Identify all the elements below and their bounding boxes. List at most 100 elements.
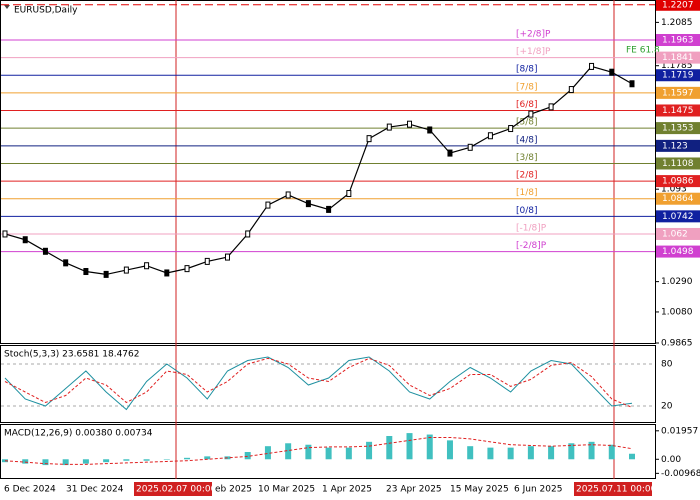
level-tag: [1/8] [516, 188, 538, 198]
level-box [656, 69, 700, 82]
level-value: 1.1597 [662, 88, 694, 98]
macd-tick-label: 0.00 [661, 455, 681, 465]
candle [548, 103, 554, 111]
macd-bar [446, 440, 453, 460]
candle [265, 201, 271, 209]
macd-bar [42, 459, 49, 466]
candle [386, 123, 392, 131]
x-tick-label: 6 Dec 2024 [4, 485, 56, 495]
level-box [656, 122, 700, 135]
level-box [656, 227, 700, 240]
x-label-box [134, 482, 212, 496]
candle [407, 120, 413, 128]
macd-bar [406, 433, 413, 460]
level-value: 1.0986 [662, 177, 694, 187]
macd-bar [426, 434, 433, 460]
y-tick-label: 1.093 [661, 185, 687, 195]
level-value: 1.062 [662, 229, 688, 239]
candle [487, 132, 493, 140]
level-box [656, 210, 700, 223]
level-box [656, 51, 700, 64]
macd-bar [608, 444, 615, 460]
level-value: 1.1963 [662, 36, 694, 46]
candle [22, 236, 28, 244]
candle [204, 257, 210, 265]
stoch-tick-label: 20 [661, 402, 673, 412]
level-tag: [2/8] [516, 171, 538, 181]
macd-bar [204, 456, 211, 460]
candle [629, 80, 635, 88]
candle [123, 266, 129, 274]
macd-bar [244, 452, 251, 460]
macd-title: MACD(12,26,9) 0.00380 0.00734 [4, 429, 153, 439]
candle [224, 253, 230, 261]
level-tag: [5/8] [516, 118, 538, 128]
macd-bar [527, 446, 534, 460]
level-tag: [3/8] [516, 153, 538, 163]
level-box [656, 86, 700, 99]
level-tag: [7/8] [516, 82, 538, 92]
level-tag: [+2/8]P [516, 30, 551, 40]
candle [508, 125, 514, 133]
macd-bar [548, 446, 555, 460]
macd-bar [366, 441, 373, 460]
macd-bar [467, 446, 474, 460]
level-box [656, 139, 700, 152]
candle [528, 110, 534, 118]
symbol-icon [4, 5, 10, 9]
macd-bar [184, 457, 191, 460]
candle [245, 230, 251, 238]
stoch-main [4, 356, 633, 411]
macd-bar [507, 447, 514, 460]
candle [285, 191, 291, 199]
price-panel [0, 0, 656, 344]
candle [467, 143, 473, 151]
level-value: 1.2207 [662, 0, 694, 10]
chart-title: EURUSD,Daily [14, 6, 78, 16]
level-value: 1.123 [662, 141, 688, 151]
candle [427, 126, 433, 134]
macd-bar [22, 459, 29, 464]
candle [103, 270, 109, 278]
level-value: 1.1719 [662, 71, 694, 81]
macd-bar [568, 443, 575, 460]
candle [568, 86, 574, 94]
macd-bar [103, 459, 110, 463]
fe-label: FE 61.8 [626, 46, 660, 56]
x-tick-label: eb 2025 [215, 485, 252, 495]
level-tag: [-1/8]P [516, 223, 547, 233]
macd-bar [325, 447, 332, 460]
level-box [656, 34, 700, 47]
macd-bar [386, 436, 393, 460]
candle [326, 205, 332, 213]
candle [346, 190, 352, 198]
x-tick-label: 1 Apr 2025 [322, 485, 372, 495]
macd-bar [62, 459, 69, 466]
macd-bar [487, 447, 494, 460]
macd-bar [264, 446, 271, 460]
level-value: 1.0498 [662, 247, 694, 257]
stoch-panel [0, 345, 656, 423]
macd-bar [305, 444, 312, 460]
level-tag: [+1/8]P [516, 47, 551, 57]
candle [305, 200, 311, 208]
macd-bar [588, 441, 595, 460]
macd-bar [123, 459, 130, 461]
level-tag: [-2/8]P [516, 241, 547, 251]
level-box [656, 157, 700, 170]
level-tag: [0/8] [516, 206, 538, 216]
price-line [4, 65, 633, 276]
candle [589, 62, 595, 70]
macd-panel [0, 424, 656, 479]
stoch-tick-label: 80 [661, 360, 673, 370]
candle [144, 262, 150, 270]
x-tick-label: 6 Jun 2025 [514, 485, 562, 495]
macd-bar [285, 443, 292, 460]
candle [366, 135, 372, 143]
macd-bar [82, 459, 89, 464]
level-value: 1.0742 [662, 212, 694, 222]
x-tick-label: 31 Dec 2024 [66, 485, 124, 495]
y-tick-label: 1.0290 [661, 277, 693, 287]
